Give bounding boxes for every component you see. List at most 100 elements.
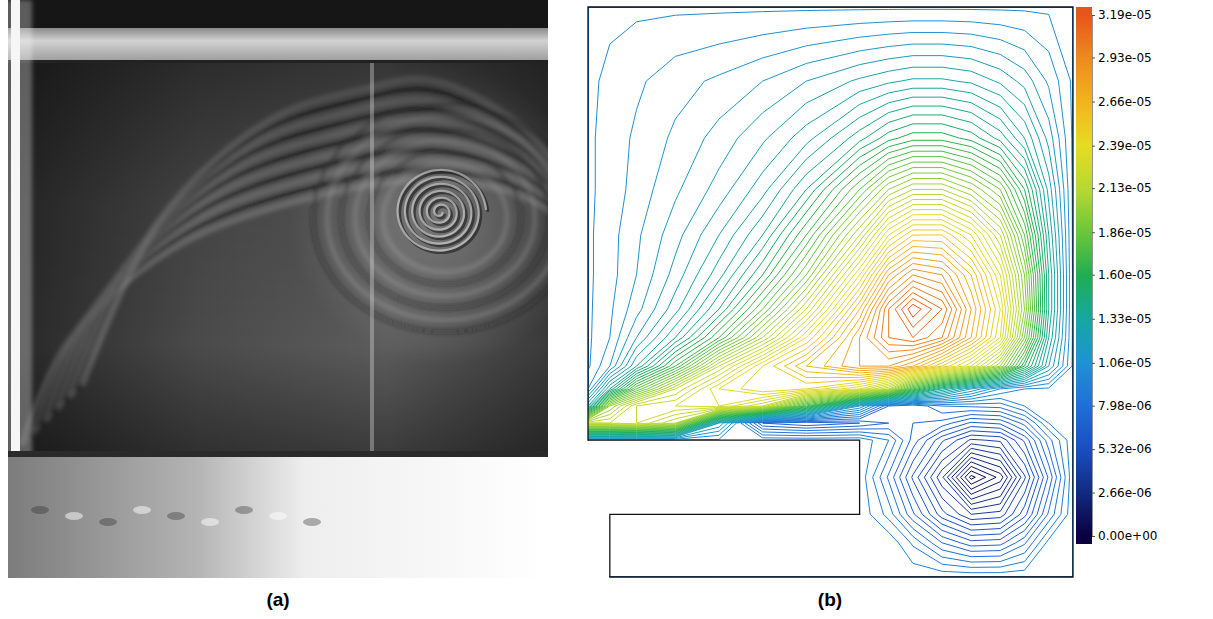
figure: 3.19e-052.93e-052.66e-052.39e-052.13e-05…	[0, 0, 1213, 619]
colorbar-tick-mark	[1092, 536, 1095, 537]
contour-line	[588, 146, 1037, 431]
contour-line	[637, 205, 1012, 424]
floor-spot	[133, 506, 151, 514]
contour-line	[588, 7, 1073, 577]
top-plate-edge	[8, 60, 548, 63]
contour-line	[588, 7, 1073, 577]
light-sheet	[11, 0, 20, 482]
contour-line	[588, 7, 1073, 577]
contour-line	[741, 225, 1000, 392]
colorbar-tick: 2.66e-06	[1092, 486, 1152, 500]
contour-line	[588, 7, 1073, 577]
top-plate	[8, 28, 548, 60]
floor	[8, 455, 548, 578]
contour-line	[588, 200, 1014, 424]
colorbar-tick: 1.06e-05	[1092, 356, 1152, 370]
contour-line	[588, 7, 1073, 577]
contour-line	[588, 133, 1041, 432]
colorbar-tick-mark	[1092, 449, 1095, 450]
contour-line	[719, 220, 1003, 395]
contour-line	[795, 241, 985, 376]
panel-label: (a)	[266, 589, 289, 610]
colorbar-tick-mark	[1092, 406, 1095, 407]
colorbar-tick: 1.86e-05	[1092, 226, 1152, 240]
contour-line	[889, 287, 947, 342]
contour-line	[588, 194, 1016, 424]
floor-spot	[201, 518, 219, 526]
contour-line	[588, 7, 1073, 577]
colorbar-tick-mark	[1092, 188, 1095, 189]
contour-line	[588, 162, 1031, 428]
contour-line	[874, 275, 956, 352]
panel-label: (b)	[818, 589, 842, 610]
photo-background	[8, 0, 548, 578]
contour-line	[588, 106, 1047, 434]
contour-line	[588, 7, 1073, 577]
colorbar-tick-mark	[1092, 275, 1095, 276]
contour-line	[588, 168, 1029, 428]
colorbar-tick-label: 2.66e-06	[1098, 486, 1152, 500]
shade	[8, 0, 548, 578]
colorbar-tick-label: 1.60e-05	[1098, 268, 1152, 282]
contour-line	[588, 7, 1073, 577]
contour-line	[588, 151, 1035, 430]
contour-line	[588, 7, 1073, 577]
contour-line	[588, 140, 1039, 431]
colorbar-tick-mark	[1092, 493, 1095, 494]
contour-line	[588, 184, 1022, 426]
contour-lines	[588, 7, 1073, 577]
contour-line	[881, 281, 951, 346]
contour-line	[867, 269, 962, 359]
colorbar-tick-mark	[1092, 15, 1095, 16]
contour-line	[784, 235, 990, 378]
colorbar-tick-mark	[1092, 57, 1095, 58]
colorbar-tick-label: 2.13e-05	[1098, 181, 1152, 195]
contour-line	[901, 298, 931, 327]
floor-spot	[269, 512, 287, 520]
contour-line	[588, 21, 1069, 439]
colorbar-tick: 2.93e-05	[1092, 51, 1152, 65]
contour-line	[588, 7, 1073, 577]
colorbar-tick-label: 2.66e-05	[1098, 95, 1152, 109]
contour-line	[860, 264, 967, 367]
contour-line	[588, 7, 1073, 577]
floor-spot	[167, 512, 185, 520]
colorbar-axis: 3.19e-052.93e-052.66e-052.39e-052.13e-05…	[1092, 8, 1157, 543]
colorbar-tick-mark	[1092, 102, 1095, 103]
light-sheet-glow	[8, 0, 32, 485]
colorbar-tick: 1.60e-05	[1092, 268, 1152, 282]
contour-line	[675, 210, 1008, 407]
contour-line	[588, 115, 1045, 433]
contour-line	[588, 7, 1073, 577]
contour-line	[588, 173, 1027, 427]
colorbar-tick-label: 1.06e-05	[1098, 356, 1152, 370]
contour-line	[588, 79, 1055, 436]
contour-line	[588, 189, 1019, 425]
colorbar-tick: 2.39e-05	[1092, 139, 1152, 153]
contour-line	[588, 9, 1072, 440]
top-dark	[8, 0, 548, 28]
floor-edge	[8, 451, 548, 457]
colorbar-axis-line	[1092, 16, 1093, 537]
contour-line	[588, 7, 1073, 577]
contour-line	[588, 7, 1073, 577]
colorbar-tick: 7.98e-06	[1092, 399, 1152, 413]
contour-line	[588, 157, 1033, 430]
contour-line	[908, 304, 921, 317]
colorbar-tick: 2.13e-05	[1092, 181, 1152, 195]
floor-spot	[65, 512, 83, 520]
contour-line	[710, 215, 1005, 406]
window-seam	[370, 40, 374, 460]
contour-line	[895, 293, 942, 338]
floor-spot	[235, 506, 253, 514]
colorbar-tick-label: 1.86e-05	[1098, 226, 1152, 240]
colorbar-tick-label: 1.33e-05	[1098, 312, 1152, 326]
colorbar-tick-mark	[1092, 146, 1095, 147]
colorbar-tick-label: 2.93e-05	[1098, 51, 1152, 65]
domain-outline	[588, 7, 1073, 577]
contour-line	[588, 7, 1073, 577]
colorbar-tick-label: 0.00e+00	[1098, 529, 1157, 543]
contour-line	[588, 7, 1073, 577]
colorbar-tick-mark	[1092, 363, 1095, 364]
floor-spot	[99, 518, 117, 526]
